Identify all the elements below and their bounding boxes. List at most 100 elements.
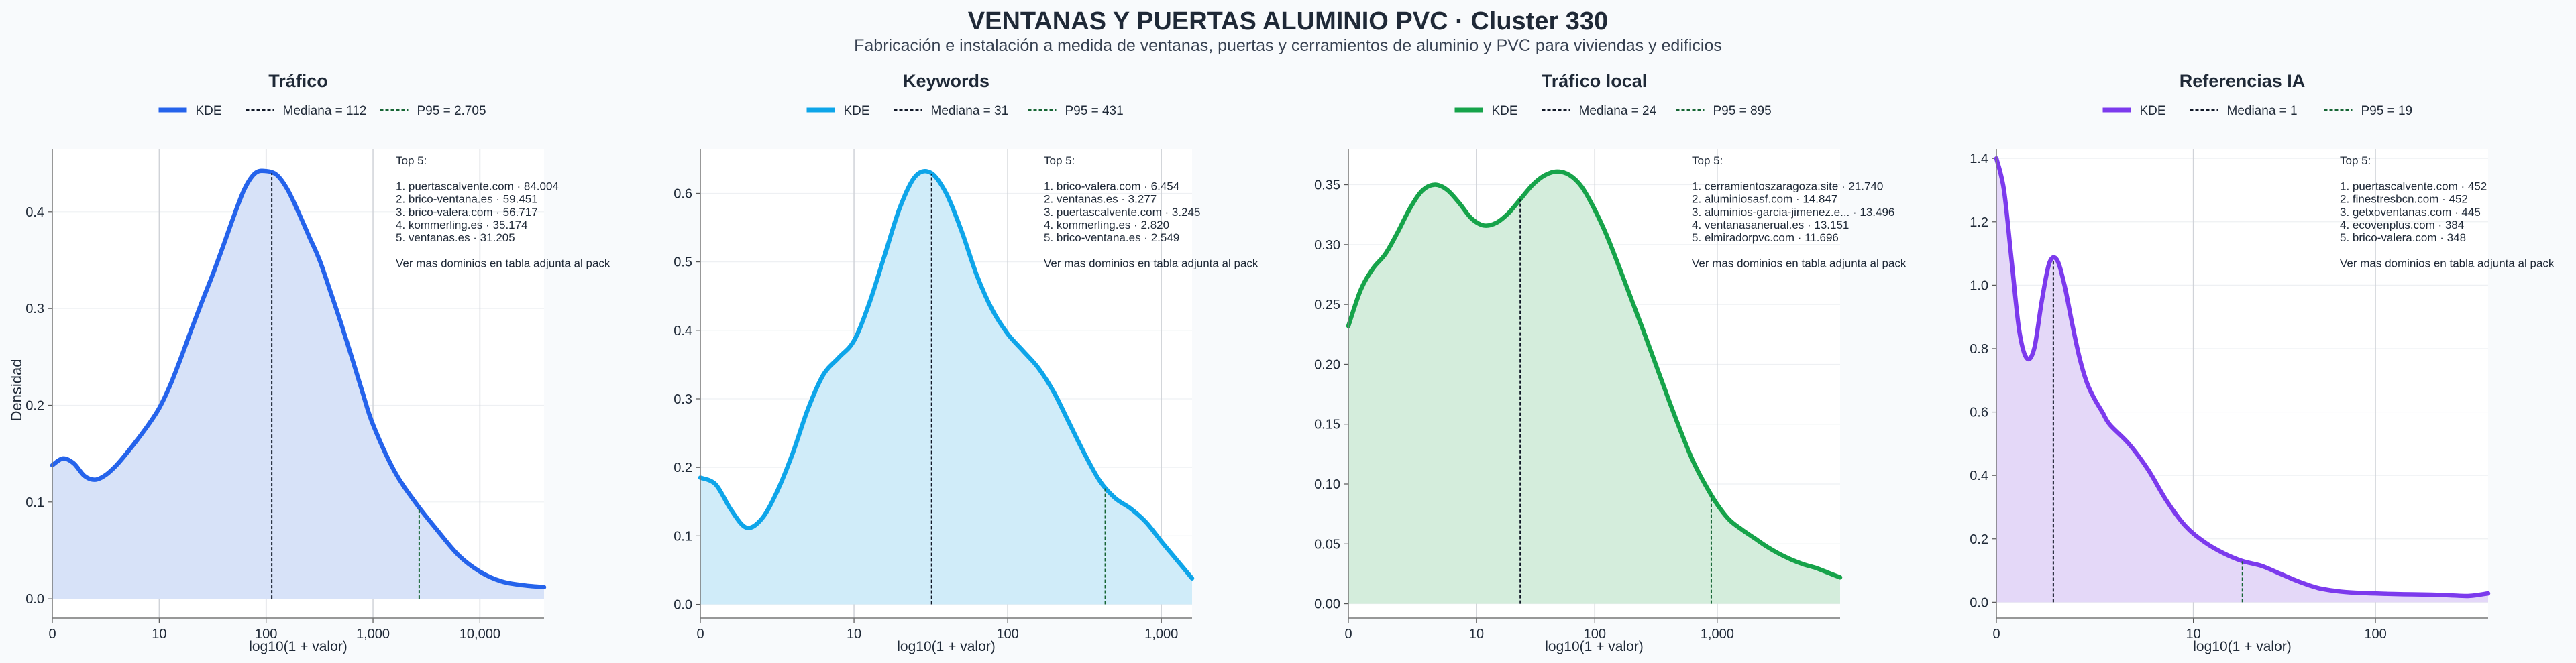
y-tick-label: 0.2 [25, 398, 44, 413]
y-tick-label: 0.0 [25, 592, 44, 607]
top5-item: 2. brico-ventana.es · 59.451 [396, 193, 538, 206]
top5-item: 5. brico-valera.com · 348 [2340, 231, 2466, 244]
panel-title: Referencias IA [2180, 71, 2306, 91]
x-axis-label: log10(1 + valor) [1545, 639, 1644, 654]
top5-heading: Top 5: [2340, 154, 2371, 167]
legend-median-label: Mediana = 112 [283, 104, 367, 118]
legend-median-label: Mediana = 31 [931, 104, 1009, 118]
x-tick-label: 0 [1344, 627, 1352, 642]
y-tick-label: 0.1 [674, 529, 692, 544]
x-tick-label: 10 [152, 627, 166, 642]
top5-item: 5. ventanas.es · 31.205 [396, 231, 515, 244]
x-tick-label: 0 [48, 627, 56, 642]
y-tick-label: 0.30 [1314, 238, 1340, 253]
y-tick-label: 1.2 [1970, 215, 1988, 230]
x-axis-label: log10(1 + valor) [897, 639, 996, 654]
top5-item: 5. brico-ventana.es · 2.549 [1044, 231, 1179, 244]
kde-line [1994, 156, 2491, 599]
top5-item: 3. brico-valera.com · 56.717 [396, 206, 538, 219]
y-tick-label: 0.10 [1314, 477, 1340, 492]
x-tick-label: 100 [255, 627, 277, 642]
top5-item: 1. brico-valera.com · 6.454 [1044, 180, 1179, 192]
figure-title: VENTANAS Y PUERTAS ALUMINIO PVC · Cluste… [968, 7, 1608, 36]
y-tick-label: 0.5 [674, 255, 692, 270]
top5-item: 4. ecovenplus.com · 384 [2340, 219, 2464, 231]
x-tick-label: 100 [2364, 627, 2386, 642]
top5-item: 3. puertascalvente.com · 3.245 [1044, 206, 1200, 219]
top5-more-note: Ver mas dominios en tabla adjunta al pac… [396, 257, 610, 270]
y-tick-label: 0.00 [1314, 597, 1340, 612]
top5-item: 1. cerramientoszaragoza.site · 21.740 [1692, 180, 1883, 192]
y-tick-label: 0.4 [674, 324, 692, 339]
legend-kde-label: KDE [1492, 104, 1518, 118]
panel-title: Keywords [903, 71, 989, 91]
top5-annotation: Top 5: 1. puertascalvente.com · 84.0042. … [396, 154, 610, 270]
y-tick-label: 0.15 [1314, 418, 1340, 432]
y-axis-label: Densidad [8, 359, 25, 422]
panel-title: Tráfico [268, 71, 328, 91]
y-tick-label: 1.0 [1970, 278, 1988, 293]
x-tick-label: 1,000 [1144, 627, 1178, 642]
top5-item: 2. ventanas.es · 3.277 [1044, 193, 1157, 206]
top5-item: 2. finestresbcn.com · 452 [2340, 193, 2468, 206]
y-tick-label: 0.0 [674, 598, 692, 613]
legend: KDE Mediana = 24 P95 = 895 [1454, 104, 1772, 118]
legend: KDE Mediana = 31 P95 = 431 [806, 104, 1124, 118]
chart-panel: Referencias IA KDE Mediana = 1 P95 = 19 0.0 0… [1970, 71, 2555, 654]
chart-panels: Tráfico KDE Mediana = 112 P95 = 2.705 0.0 0.1… [25, 71, 2555, 654]
top5-more-note: Ver mas dominios en tabla adjunta al pac… [1044, 257, 1258, 270]
top5-item: 4. ventanasanerual.es · 13.151 [1692, 219, 1849, 231]
panel-title: Tráfico local [1542, 71, 1648, 91]
top5-item: 3. aluminios-garcia-jimenez.e... · 13.49… [1692, 206, 1894, 219]
x-tick-label: 1,000 [356, 627, 390, 642]
x-axis-label: log10(1 + valor) [2193, 639, 2292, 654]
top5-item: 2. aluminiosasf.com · 14.847 [1692, 193, 1837, 206]
y-tick-label: 0.1 [25, 495, 44, 510]
kde-area [1348, 171, 1840, 604]
legend-p95-label: P95 = 2.705 [417, 104, 486, 118]
x-tick-label: 0 [696, 627, 704, 642]
top5-heading: Top 5: [1044, 154, 1075, 167]
kde-line [50, 168, 547, 590]
legend-kde-label: KDE [844, 104, 870, 118]
top5-item: 3. getxoventanas.com · 445 [2340, 206, 2481, 219]
kde-line [698, 169, 1195, 581]
kde-area [1996, 158, 2488, 603]
top5-item: 1. puertascalvente.com · 84.004 [396, 180, 559, 192]
x-tick-label: 10 [847, 627, 861, 642]
legend: KDE Mediana = 1 P95 = 19 [2102, 104, 2413, 118]
x-tick-label: 0 [1992, 627, 2000, 642]
chart-panel: Keywords KDE Mediana = 31 P95 = 431 0.0 0.1 0.… [674, 71, 1258, 654]
x-tick-label: 100 [1584, 627, 1606, 642]
y-tick-label: 0.4 [1970, 469, 1988, 483]
top5-heading: Top 5: [396, 154, 427, 167]
y-tick-label: 0.6 [1970, 406, 1988, 420]
legend-p95-label: P95 = 431 [1065, 104, 1124, 118]
top5-annotation: Top 5: 1. cerramientoszaragoza.site · 21.… [1692, 154, 1907, 270]
y-tick-label: 0.0 [1970, 595, 1988, 610]
top5-heading: Top 5: [1692, 154, 1723, 167]
top5-item: 5. elmiradorpvc.com · 11.696 [1692, 231, 1839, 244]
top5-item: 1. puertascalvente.com · 452 [2340, 180, 2487, 192]
legend-p95-label: P95 = 895 [1713, 104, 1772, 118]
chart-panel: Tráfico local KDE Mediana = 24 P95 = 895 0.0… [1314, 71, 1907, 654]
legend-p95-label: P95 = 19 [2361, 104, 2413, 118]
kde-area [52, 170, 544, 599]
legend-kde-label: KDE [2140, 104, 2166, 118]
kde-area [700, 171, 1192, 605]
y-tick-label: 0.3 [25, 302, 44, 316]
legend-median-label: Mediana = 1 [2227, 104, 2298, 118]
x-tick-label: 10,000 [460, 627, 500, 642]
y-tick-label: 0.2 [674, 461, 692, 475]
x-tick-label: 10 [2186, 627, 2200, 642]
y-tick-label: 0.25 [1314, 298, 1340, 312]
kde-line [1346, 169, 1843, 580]
top5-more-note: Ver mas dominios en tabla adjunta al pac… [2340, 257, 2555, 270]
x-tick-label: 100 [996, 627, 1018, 642]
y-tick-label: 0.35 [1314, 178, 1340, 193]
x-tick-label: 10 [1469, 627, 1484, 642]
y-tick-label: 0.05 [1314, 537, 1340, 552]
x-axis-label: log10(1 + valor) [249, 639, 347, 654]
